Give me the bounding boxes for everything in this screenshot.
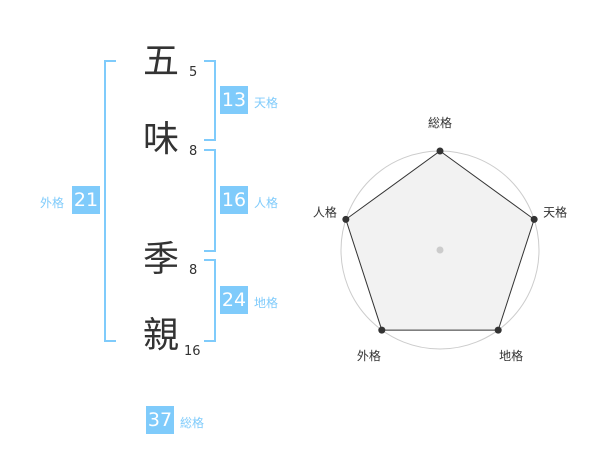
chikaku-value: 24 xyxy=(220,286,248,314)
gaikaku-bracket xyxy=(104,60,116,342)
jinkaku-label: 人格 xyxy=(254,196,279,210)
jinkaku-value: 16 xyxy=(220,186,248,214)
radar-point xyxy=(494,326,502,334)
radar-axis-label: 総格 xyxy=(428,115,452,130)
radar-point xyxy=(436,147,444,155)
stroke-count-2: 8 xyxy=(189,144,198,159)
stroke-count-4: 16 xyxy=(184,344,201,359)
radar-area xyxy=(345,150,535,331)
chikaku-bracket xyxy=(204,259,216,342)
chikaku-label: 地格 xyxy=(254,296,279,310)
gaikaku-value: 21 xyxy=(72,186,100,214)
radar-axis-label: 外格 xyxy=(357,348,381,363)
radar-axis-label: 人格 xyxy=(313,205,337,220)
name-char-1: 五 xyxy=(142,41,179,82)
gaikaku-label: 外格 xyxy=(40,196,65,210)
radar-axis-label: 天格 xyxy=(543,205,567,220)
radar-point xyxy=(378,326,386,334)
tenkaku-label: 天格 xyxy=(254,96,279,110)
soukaku-value: 37 xyxy=(146,406,174,434)
name-char-3: 季 xyxy=(142,239,179,280)
radar-point xyxy=(342,215,350,223)
radar-axis-label: 地格 xyxy=(499,348,523,363)
tenkaku-bracket xyxy=(204,60,216,141)
radar-point xyxy=(530,215,538,223)
stroke-count-1: 5 xyxy=(189,65,198,80)
name-char-2: 味 xyxy=(142,119,179,160)
tenkaku-value: 13 xyxy=(220,86,248,114)
soukaku-label: 総格 xyxy=(180,416,205,430)
jinkaku-bracket xyxy=(204,149,216,252)
name-char-4: 親 xyxy=(142,315,179,356)
stroke-count-3: 8 xyxy=(189,263,198,278)
radar-center-dot xyxy=(436,246,444,254)
